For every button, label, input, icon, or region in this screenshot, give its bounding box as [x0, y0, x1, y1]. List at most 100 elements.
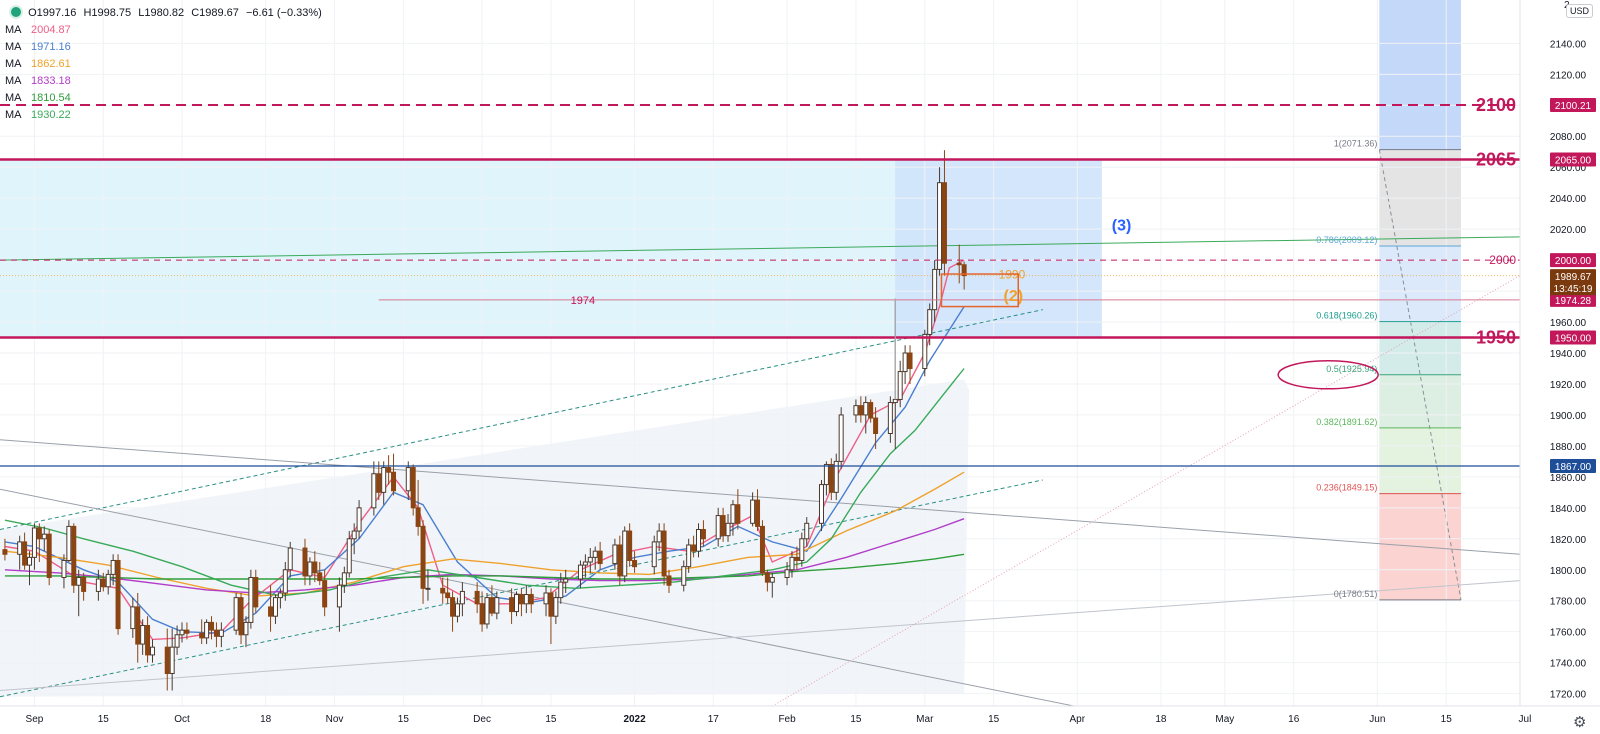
candle-body [386, 467, 392, 473]
ma-legend-row[interactable]: MA 1862.61 [5, 56, 326, 73]
gear-icon[interactable]: ⚙ [1573, 714, 1587, 731]
candle-body [322, 580, 328, 608]
ma-legend-value: 1833.18 [31, 75, 71, 87]
level-1974-axis-tag [1550, 292, 1596, 307]
level-label-2100: 2100 [1476, 95, 1516, 115]
time-tick-label: Feb [778, 714, 796, 725]
candle-body [218, 629, 224, 637]
candle-body [459, 590, 465, 605]
candle-body [391, 471, 397, 492]
moving-average-line [4, 471, 965, 597]
candle-body [484, 597, 490, 625]
candle-body [956, 262, 962, 266]
wave-3-label: (3) [1112, 218, 1132, 235]
ma-legend-row[interactable]: MA 1833.18 [5, 73, 326, 90]
time-tick-label: May [1215, 714, 1234, 725]
candle-body [887, 402, 893, 435]
fib-band [1379, 374, 1461, 428]
candle-body [750, 499, 756, 524]
fib-level-label: 0.618(1960.26) [1316, 311, 1377, 321]
candle-body [558, 581, 564, 599]
ma-legend-row[interactable]: MA 2004.87 [5, 22, 326, 39]
candle-body [696, 529, 702, 552]
price-axis-background [1520, 0, 1600, 734]
price-tick-label: 1940.00 [1550, 349, 1587, 360]
candle-body [145, 624, 151, 656]
moving-average-line [4, 368, 965, 597]
candle-body [937, 182, 943, 270]
candle-body [784, 569, 790, 578]
ma-legend-value: 2004.87 [31, 24, 71, 36]
ma-legend-row[interactable]: MA 1930.22 [5, 107, 326, 124]
candle-body [27, 556, 33, 566]
status-dot-icon[interactable] [11, 7, 21, 17]
long-ma-line [0, 236, 1521, 261]
candle-body [410, 467, 416, 509]
candle-body [892, 398, 898, 404]
candle-body [2, 549, 8, 555]
candle-body [597, 550, 603, 565]
price-tick-label: 2080.00 [1550, 132, 1587, 143]
ma-legend-row[interactable]: MA 1810.54 [5, 90, 326, 107]
candle-body [61, 559, 67, 578]
ma-legend-label: MA [5, 41, 22, 53]
level-2065-axis-tag-label: 2065.00 [1555, 155, 1592, 166]
time-tick-label: Dec [473, 714, 491, 725]
candle-body [81, 576, 87, 592]
candle-body [804, 522, 810, 540]
price-tick-label: 1780.00 [1550, 597, 1587, 608]
candle-body [932, 268, 938, 311]
candle-body [95, 578, 101, 592]
price-tick-label: 1800.00 [1550, 566, 1587, 577]
price-tick-label: 2120.00 [1550, 70, 1587, 81]
current-price-tag [1550, 269, 1596, 296]
moving-average-line [4, 553, 965, 580]
ma-legend-label: MA [5, 92, 22, 104]
candle-body [135, 606, 141, 645]
grid-layer [0, 0, 1526, 706]
level-2100-axis-tag [1550, 97, 1596, 112]
candle-body [277, 592, 283, 599]
fib-band [1379, 321, 1461, 375]
time-tick-label: 15 [398, 714, 410, 725]
level-label-2000: 2000 [1489, 253, 1516, 267]
price-axis: 1720.00 1740.00 1760.00 1780.00 1800.00 1820.… [1519, 0, 1600, 734]
candle-body [518, 594, 524, 605]
candle-body [100, 578, 106, 588]
fib-level-label: 0(1780.51) [1334, 589, 1378, 599]
candle-body [253, 576, 259, 608]
currency-button[interactable]: USD [1566, 4, 1594, 18]
candle-body [179, 629, 185, 636]
level-label-2065: 2065 [1476, 149, 1516, 169]
ma-legend-label: MA [5, 109, 22, 121]
candle-body [376, 473, 382, 493]
level-1950-axis-tag-label: 1950.00 [1555, 334, 1592, 345]
candle-body [130, 606, 136, 630]
levels-layer [0, 103, 1520, 467]
candle-body [700, 529, 706, 540]
time-tick-label: 16 [1288, 714, 1300, 725]
candle-body [31, 527, 37, 558]
candle-body [582, 561, 588, 566]
candle-body [514, 594, 520, 613]
support-trendline [0, 580, 1521, 692]
time-tick-label: Apr [1070, 714, 1086, 725]
candle-body [105, 573, 111, 588]
candle-body [833, 460, 839, 493]
candle-body [209, 621, 215, 631]
candle-body [213, 629, 219, 637]
time-tick-label: 18 [1155, 714, 1167, 725]
candle-body [828, 463, 834, 493]
candle-body [941, 182, 947, 264]
candle-body [686, 544, 692, 568]
level--axis-tag [1550, 459, 1596, 474]
ma-legend-row[interactable]: MA 1971.16 [5, 39, 326, 56]
candle-body [764, 572, 770, 583]
candle-body [759, 525, 765, 574]
candle-body [22, 541, 28, 566]
ohlc-row: O1997.16 H1998.75 L1980.82 C1989.67 −6.6… [5, 5, 326, 22]
candle-body [922, 333, 928, 369]
